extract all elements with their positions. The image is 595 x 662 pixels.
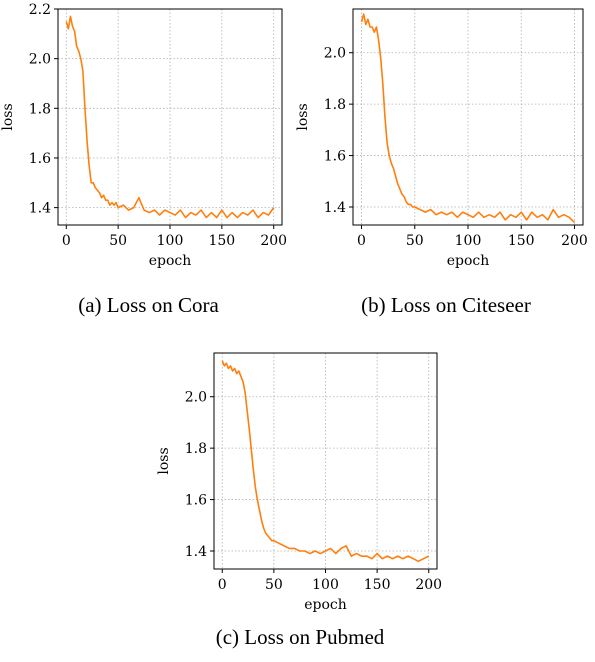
chart-0-xtick-label-0: 0: [62, 233, 71, 249]
chart-0-loss-line: [65, 15, 275, 219]
chart-0-ytick-label-3: 2.0: [29, 52, 51, 68]
chart-1-xlabel: epoch: [447, 253, 490, 269]
chart-1-ylabel: loss: [295, 103, 311, 130]
chart-0-xtick-label-4: 200: [260, 233, 287, 249]
chart-panel-citeseer: 0 50 100 150 200 1.4 1.6 1.8 2.0 epoch loss (b) Lo…: [295, 0, 595, 340]
loss-chart-pubmed: 0 50 100 150 200 1.4 1.6 1.8 2.0 epoch loss: [156, 352, 442, 613]
caption-pubmed: (c) Loss on Pubmed: [215, 625, 385, 649]
chart-0-xtick-label-2: 100: [157, 233, 184, 249]
caption-cora: (a) Loss on Cora: [78, 293, 219, 317]
chart-0-xtick-label-1: 50: [109, 233, 127, 249]
chart-0-xlabel: epoch: [149, 253, 192, 269]
chart-2-xtick-label-3: 150: [364, 577, 391, 593]
loss-chart-cora: 0 50 100 150 200 1.4 1.6 1.8 2.0 2.2 epoch loss: [0, 2, 287, 269]
chart-2-xtick-label-4: 200: [415, 577, 442, 593]
chart-1-ytick-label-3: 2.0: [324, 46, 346, 62]
chart-1-xtick-label-3: 150: [508, 233, 535, 249]
chart-2-xtick-label-2: 100: [312, 577, 339, 593]
chart-1-ytick-label-1: 1.6: [324, 149, 346, 165]
chart-2-ylabel: loss: [156, 447, 172, 474]
chart-panel-cora: 0 50 100 150 200 1.4 1.6 1.8 2.0 2.2 epoch loss (a)…: [0, 0, 297, 340]
chart-2-loss-line: [221, 360, 430, 563]
chart-2-ytick-label-1: 1.6: [185, 493, 207, 509]
chart-2-xtick-label-1: 50: [265, 577, 283, 593]
chart-0-ytick-label-0: 1.4: [29, 201, 51, 217]
chart-1-xtick-label-1: 50: [406, 233, 424, 249]
chart-panel-pubmed: 0 50 100 150 200 1.4 1.6 1.8 2.0 epoch loss (c) Lo…: [150, 340, 450, 662]
chart-0-ytick-label-4: 2.2: [29, 2, 51, 18]
chart-0-ytick-label-2: 1.8: [29, 101, 51, 117]
chart-1-ytick-label-0: 1.4: [324, 200, 346, 216]
chart-2-xlabel: epoch: [304, 597, 347, 613]
chart-1-xtick-label-0: 0: [357, 233, 366, 249]
chart-1-xtick-label-4: 200: [561, 233, 588, 249]
chart-0-xtick-label-3: 150: [208, 233, 235, 249]
chart-2-ytick-label-0: 1.4: [185, 544, 207, 560]
chart-1-xtick-label-2: 100: [455, 233, 482, 249]
chart-1-loss-line: [360, 13, 576, 224]
loss-chart-citeseer: 0 50 100 150 200 1.4 1.6 1.8 2.0 epoch loss: [295, 8, 588, 269]
chart-2-ytick-label-2: 1.8: [185, 441, 207, 457]
chart-0-ylabel: loss: [0, 103, 16, 130]
chart-2-ytick-label-3: 2.0: [185, 390, 207, 406]
chart-2-xtick-label-0: 0: [218, 577, 227, 593]
chart-1-ytick-label-2: 1.8: [324, 97, 346, 113]
chart-0-ytick-label-1: 1.6: [29, 151, 51, 167]
caption-citeseer: (b) Loss on Citeseer: [361, 293, 531, 317]
